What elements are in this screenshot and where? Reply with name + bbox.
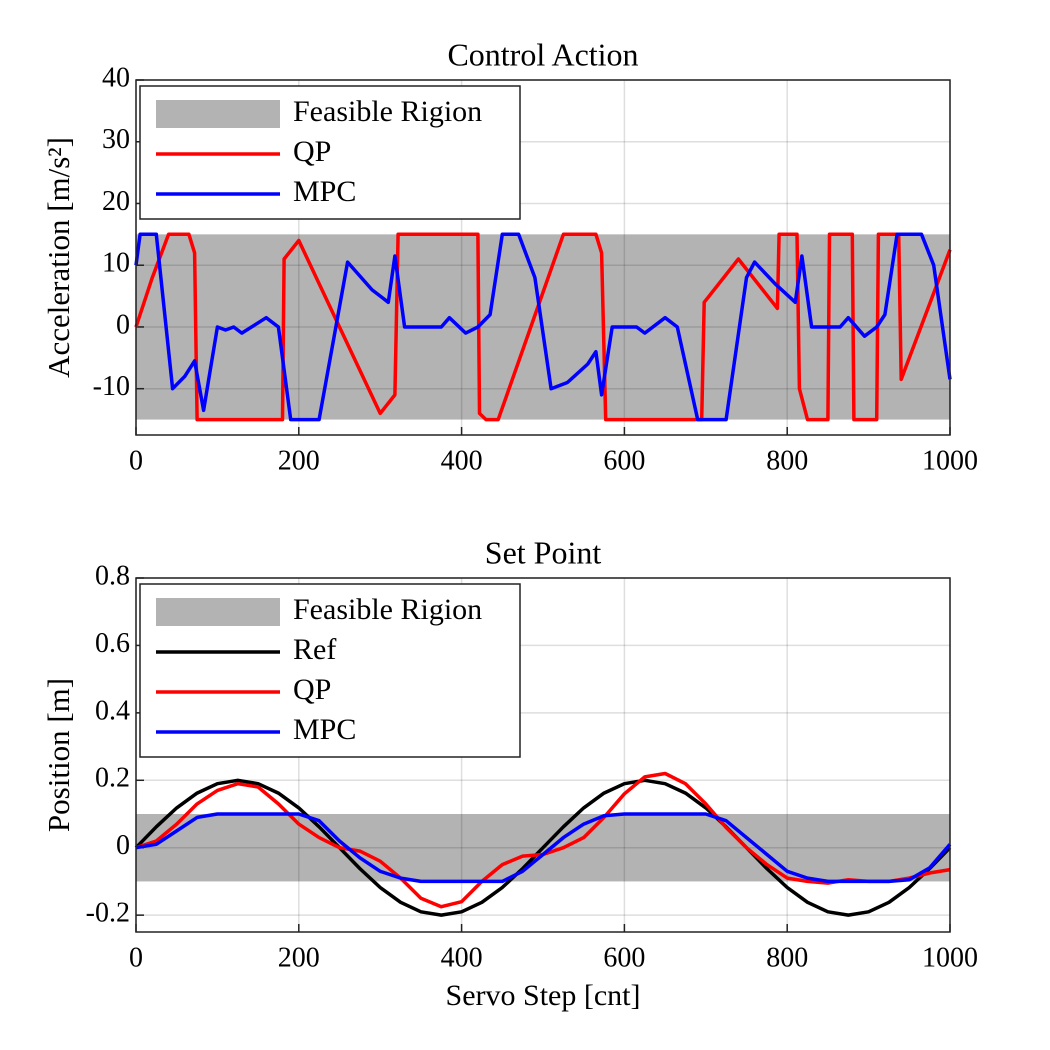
legend-swatch [156, 100, 280, 128]
legend-label: Feasible Rigion [293, 95, 482, 128]
x-tick-label: 400 [441, 445, 483, 476]
x-tick-label: 400 [441, 942, 483, 973]
legend-label: Feasible Rigion [293, 593, 482, 626]
x-tick-label: 200 [278, 445, 320, 476]
x-tick-label: 0 [129, 942, 143, 973]
chart-title: Set Point [485, 534, 602, 570]
y-tick-label: -10 [93, 371, 130, 402]
chart-title: Control Action [447, 36, 638, 72]
y-tick-label: 40 [102, 62, 130, 93]
y-tick-label: 0 [116, 309, 130, 340]
series-line [134, 232, 952, 422]
y-axis-label: Position [m] [41, 678, 76, 832]
y-axis-label: Acceleration [m/s²] [41, 137, 76, 378]
y-tick-label: -0.2 [86, 898, 130, 929]
y-tick-label: 30 [102, 124, 130, 155]
legend-label: Ref [293, 633, 336, 666]
y-tick-label: 0 [116, 830, 130, 861]
x-tick-label: 200 [278, 942, 320, 973]
legend-label: MPC [293, 713, 356, 746]
x-tick-label: 0 [129, 445, 143, 476]
x-tick-label: 800 [766, 445, 808, 476]
legend-label: QP [293, 673, 331, 706]
y-tick-label: 20 [102, 186, 130, 217]
series-line [134, 778, 952, 917]
x-axis-label: Servo Step [cnt] [446, 979, 641, 1012]
y-tick-label: 0.8 [95, 560, 130, 591]
series-line [135, 812, 952, 884]
axes-frame [135, 79, 951, 436]
y-tick-label: 0.6 [95, 628, 130, 659]
x-tick-label: 600 [603, 942, 645, 973]
x-tick-label: 600 [603, 445, 645, 476]
series-line [134, 232, 952, 422]
x-tick-label: 800 [766, 942, 808, 973]
axes-frame [135, 577, 951, 933]
y-tick-label: 0.4 [95, 695, 130, 726]
y-tick-label: 10 [102, 248, 130, 279]
legend-swatch [156, 598, 280, 626]
x-tick-label: 1000 [922, 942, 978, 973]
legend-label: QP [293, 135, 331, 168]
y-tick-label: 0.2 [95, 763, 130, 794]
x-tick-label: 1000 [922, 445, 978, 476]
legend-label: MPC [293, 175, 356, 208]
